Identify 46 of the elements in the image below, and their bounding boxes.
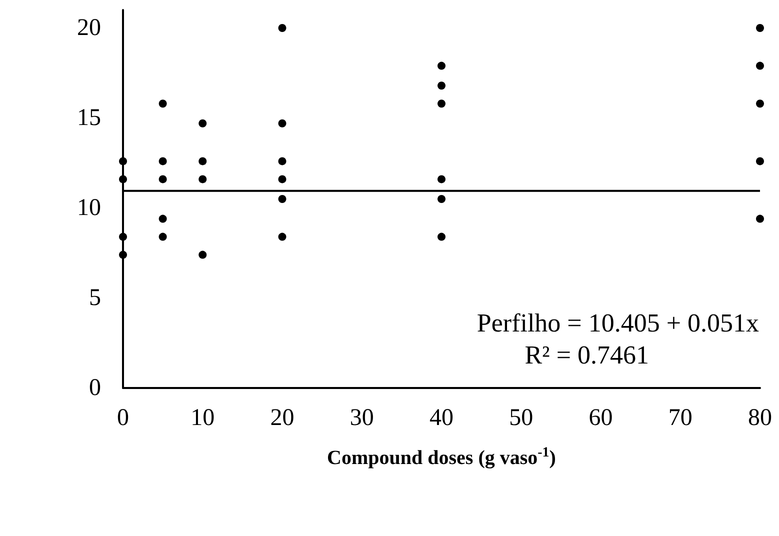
point	[198, 157, 207, 166]
point	[278, 232, 286, 241]
point	[278, 119, 286, 128]
y-tick-label: 20	[77, 15, 101, 41]
x-tick-label: 20	[270, 405, 294, 431]
point	[438, 62, 446, 70]
point	[438, 195, 446, 203]
x-tick-label: 40	[430, 405, 454, 431]
y-tick-label: 5	[89, 285, 101, 311]
point	[438, 82, 446, 90]
point	[756, 100, 764, 108]
annotation: Perfilho = 10.405 + 0.051x	[476, 308, 759, 338]
point	[119, 157, 127, 166]
point	[756, 214, 764, 223]
point	[756, 24, 764, 32]
x-tick-label: 60	[588, 405, 613, 431]
x-tick-label: 10	[190, 405, 215, 431]
point	[278, 175, 286, 184]
point	[278, 157, 286, 166]
point	[119, 250, 127, 259]
point	[198, 250, 207, 259]
point	[278, 195, 286, 203]
point	[119, 232, 127, 241]
x-tick-label: 30	[350, 405, 374, 431]
annotation: R² = 0.7461	[524, 340, 650, 370]
point	[119, 175, 127, 184]
point	[158, 214, 167, 223]
point	[198, 175, 207, 184]
x-tick-label: 0	[117, 405, 129, 431]
y-tick-label: 10	[77, 195, 101, 221]
point	[278, 24, 286, 32]
point	[158, 157, 167, 166]
point	[158, 100, 167, 108]
y-tick-label: 15	[77, 105, 101, 131]
y-tick-label: 0	[89, 375, 101, 401]
point	[158, 175, 167, 184]
point	[438, 175, 446, 184]
x-tick-label: 50	[509, 405, 534, 431]
point	[438, 232, 446, 241]
point	[198, 119, 207, 128]
point	[438, 100, 446, 108]
point	[756, 62, 764, 70]
point	[158, 232, 167, 241]
x-tick-label: 70	[668, 405, 692, 431]
point	[756, 157, 764, 166]
x-tick-label: 80	[748, 405, 772, 431]
